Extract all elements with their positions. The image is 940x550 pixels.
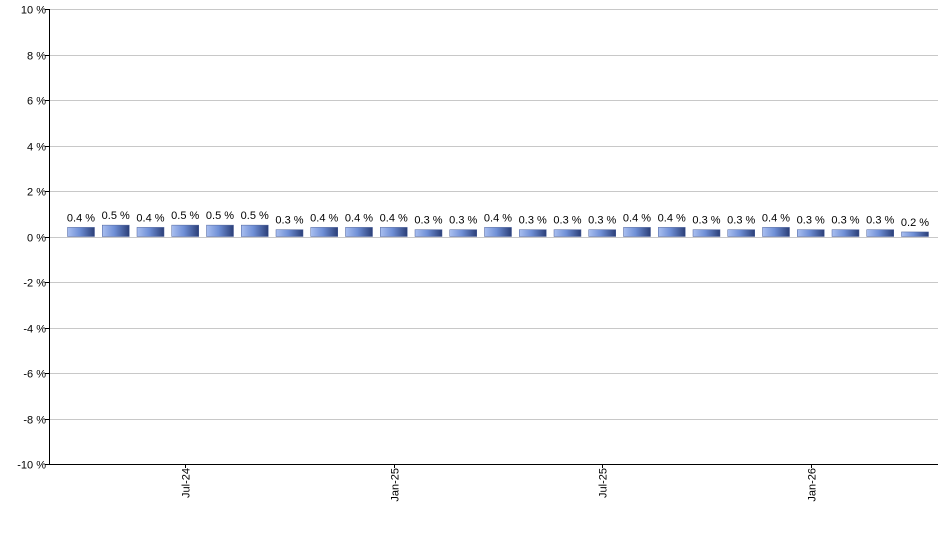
bar: [102, 224, 130, 237]
data-label: 0.4 %: [380, 212, 408, 224]
data-label: 0.3 %: [692, 215, 720, 227]
data-label: 0.3 %: [831, 215, 859, 227]
data-label: 0.5 %: [241, 210, 269, 222]
y-tick-label: 4 %: [27, 142, 46, 154]
data-label: 0.4 %: [658, 212, 686, 224]
x-tick-label: Jul-24: [181, 468, 193, 498]
bar: [762, 227, 790, 237]
bar: [553, 229, 582, 237]
bar: [588, 229, 616, 237]
data-label: 0.5 %: [171, 210, 199, 222]
bar: [380, 227, 408, 237]
y-tick-label: 6 %: [27, 96, 46, 108]
y-tick-label: -2 %: [23, 278, 46, 290]
data-label: 0.3 %: [553, 215, 581, 227]
bar: [519, 229, 547, 237]
bar: [901, 231, 929, 237]
bars: [67, 224, 929, 237]
data-label: 0.3 %: [449, 215, 477, 227]
y-tick-label: -8 %: [23, 415, 46, 427]
x-tick-label: Jan-25: [390, 468, 402, 502]
data-label: 0.4 %: [67, 212, 95, 224]
data-label: 0.4 %: [762, 212, 790, 224]
data-label: 0.4 %: [136, 212, 164, 224]
bar: [275, 229, 304, 237]
bar: [241, 224, 269, 237]
bar: [136, 227, 165, 237]
bar: [345, 227, 373, 237]
bar: [692, 229, 721, 237]
bar: [866, 229, 894, 237]
data-label: 0.2 %: [901, 217, 929, 229]
data-labels: 0.4 % 0.5 % 0.4 % 0.5 % 0.5 % 0.5 % 0.3 % 0.4 %…: [67, 210, 929, 229]
data-label: 0.5 %: [102, 210, 130, 222]
y-tick-label: 10 %: [21, 5, 46, 17]
bar: [206, 224, 234, 237]
y-tick-label: -10 %: [17, 460, 46, 472]
y-tick-label: -6 %: [23, 369, 46, 381]
data-label: 0.4 %: [484, 212, 512, 224]
data-label: 0.4 %: [345, 212, 373, 224]
data-label: 0.4 %: [310, 212, 338, 224]
y-tick-label: 2 %: [27, 187, 46, 199]
axes: 10 % 8 % 6 % 4 % 2 % 0 % -2 % -4 % -6 % -8 % -10 %…: [17, 5, 938, 502]
bar: [449, 229, 477, 237]
y-tick-label: 0 %: [27, 233, 46, 245]
data-label: 0.3 %: [414, 215, 442, 227]
bar: [727, 229, 755, 237]
data-label: 0.3 %: [866, 215, 894, 227]
bar: [171, 224, 199, 237]
bar: [67, 227, 95, 237]
bar: [310, 227, 338, 237]
data-label: 0.3 %: [797, 215, 825, 227]
data-label: 0.3 %: [727, 215, 755, 227]
data-label: 0.4 %: [623, 212, 651, 224]
data-label: 0.3 %: [275, 215, 303, 227]
y-tick-label: -4 %: [23, 324, 46, 336]
x-tick-label: Jul-25: [598, 468, 610, 498]
data-label: 0.3 %: [519, 215, 547, 227]
bar: [797, 229, 825, 237]
x-tick-label: Jan-26: [807, 468, 819, 502]
y-tick-label: 8 %: [27, 51, 46, 63]
gridlines: [49, 9, 938, 465]
bar: [623, 227, 651, 237]
bar: [484, 227, 512, 237]
bar: [658, 227, 686, 237]
bar: [414, 229, 443, 237]
data-label: 0.3 %: [588, 215, 616, 227]
data-label: 0.5 %: [206, 210, 234, 222]
bar: [831, 229, 860, 237]
